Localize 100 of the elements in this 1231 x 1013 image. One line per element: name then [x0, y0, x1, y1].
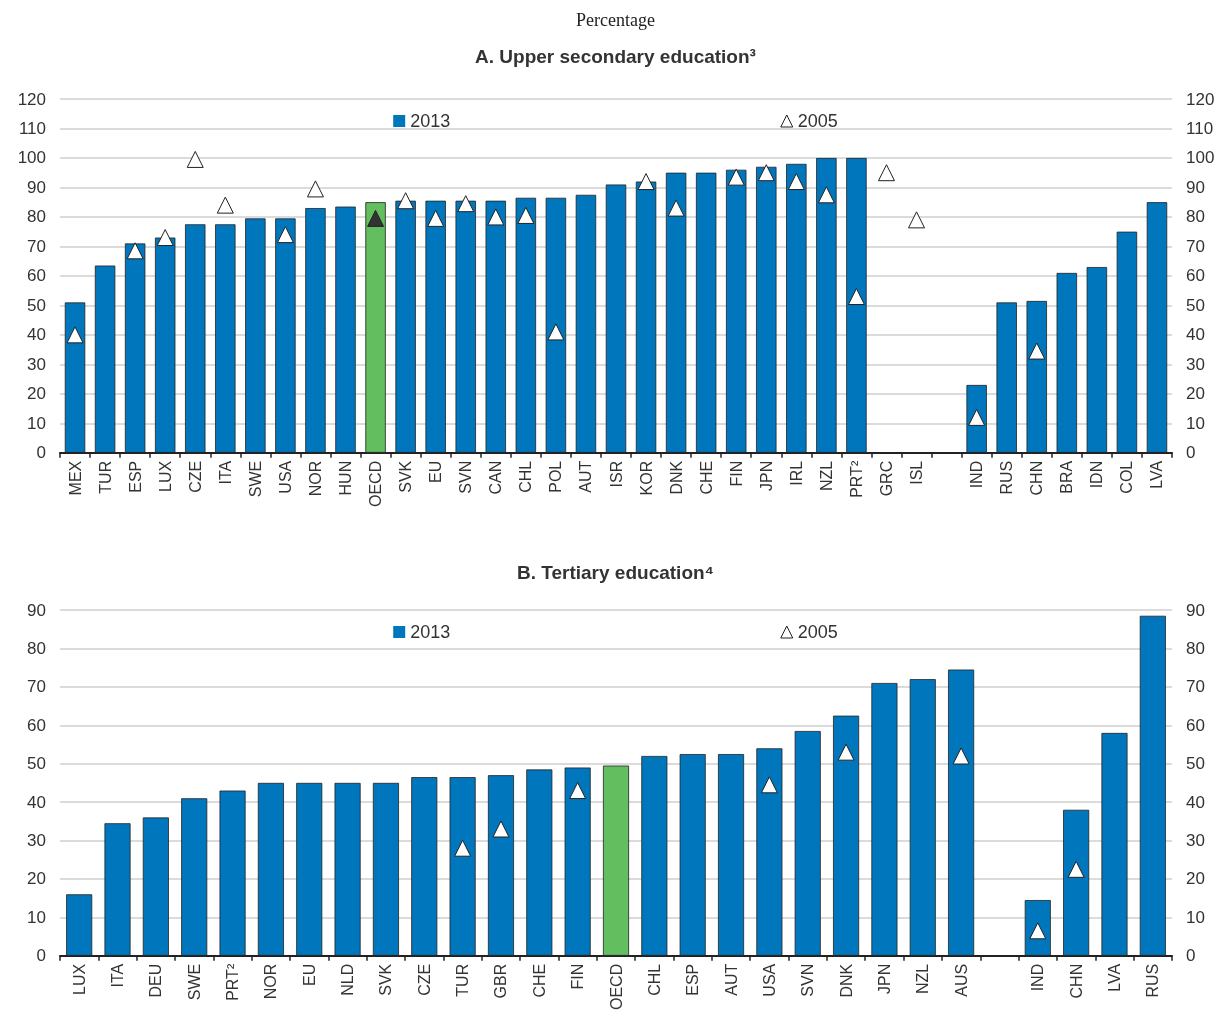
x-tick-label: CHN: [1028, 460, 1046, 496]
point: [492, 820, 510, 838]
x-tick-label: USA: [760, 963, 778, 997]
y-tick-label: 30: [27, 354, 46, 374]
x-tick-label: GBR: [492, 963, 510, 999]
point: [397, 192, 415, 210]
y2-tick-label: 30: [1186, 831, 1205, 851]
y-tick-label: 40: [27, 792, 46, 812]
y-tick-label: 30: [27, 831, 46, 851]
y2-tick-label: 40: [1186, 325, 1205, 345]
x-tick-label: LUX: [156, 460, 174, 492]
y2-tick-label: 10: [1186, 907, 1205, 927]
point: [427, 209, 445, 227]
x-tick-label: RUS: [1144, 963, 1162, 998]
x-tick-label: CHE: [530, 963, 548, 998]
point: [367, 209, 385, 227]
y-tick-label: 80: [27, 638, 46, 658]
x-tick-label: ESP: [126, 460, 144, 493]
legend-label: 2013: [410, 622, 451, 642]
x-tick-label: NZL: [914, 963, 932, 995]
y2-tick-label: 80: [1186, 638, 1205, 658]
x-tick-label: FIN: [727, 460, 745, 487]
y2-tick-label: 60: [1186, 715, 1205, 735]
y2-tick-label: 90: [1186, 177, 1205, 197]
y-tick-label: 50: [27, 754, 46, 774]
x-tick-label: CZE: [415, 963, 433, 996]
y2-tick-label: 60: [1186, 266, 1205, 286]
x-tick-label: RUS: [998, 460, 1016, 495]
x-tick-label: CHL: [517, 460, 535, 493]
y-tick-label: 10: [27, 907, 46, 927]
y2-tick-label: 0: [1186, 946, 1196, 966]
point: [66, 326, 84, 344]
legend-label: 2005: [797, 622, 838, 642]
x-tick-label: CHL: [645, 963, 663, 996]
x-tick-label: SVN: [799, 963, 817, 997]
x-tick-label: LVA: [1148, 460, 1166, 489]
y-tick-label: 50: [27, 295, 46, 315]
y2-tick-label: 50: [1186, 295, 1205, 315]
y-tick-label: 80: [27, 207, 46, 227]
point: [837, 743, 855, 761]
x-tick-label: EU: [427, 460, 445, 484]
y-tick-label: 60: [27, 266, 46, 286]
x-tick-label: IND: [968, 460, 986, 489]
point: [817, 186, 835, 204]
point: [952, 747, 970, 765]
x-tick-label: POL: [547, 460, 565, 493]
y2-tick-label: 20: [1186, 384, 1205, 404]
x-tick-label: ITA: [109, 963, 127, 988]
x-tick-label: SVK: [397, 460, 415, 493]
y-tick-label: 10: [27, 413, 46, 433]
y2-tick-label: 100: [1186, 148, 1215, 168]
point: [787, 173, 805, 191]
y-tick-label: 70: [27, 236, 46, 256]
y2-tick-label: 120: [1186, 89, 1215, 109]
point: [276, 226, 294, 244]
y2-tick-label: 10: [1186, 413, 1205, 433]
y-tick-label: 100: [17, 148, 46, 168]
point: [454, 839, 472, 857]
x-tick-label: JPN: [757, 460, 775, 492]
x-tick-label: PRT²: [224, 963, 242, 1001]
x-tick-label: NOR: [306, 460, 324, 497]
point: [667, 199, 685, 217]
x-tick-label: ISR: [607, 460, 625, 488]
chart-title: B. Tertiary education⁴: [517, 562, 714, 583]
x-tick-label: FIN: [569, 963, 587, 990]
x-tick-label: IRL: [787, 460, 805, 486]
point: [727, 168, 745, 186]
x-tick-label: BRA: [1058, 460, 1076, 494]
point: [757, 164, 775, 182]
y-tick-label: 120: [17, 89, 46, 109]
x-tick-label: USA: [276, 460, 294, 494]
y-tick-label: 110: [18, 118, 46, 138]
point: [156, 229, 174, 247]
x-tick-label: OECD: [607, 963, 625, 1011]
x-tick-label: AUS: [952, 963, 970, 997]
x-tick-label: AUT: [577, 460, 595, 493]
x-tick-label: DNK: [837, 963, 855, 998]
point: [1067, 860, 1085, 878]
x-tick-label: ISL: [908, 460, 926, 485]
point: [126, 242, 144, 260]
x-tick-label: CZE: [186, 460, 204, 493]
x-tick-label: CAN: [487, 460, 505, 495]
y2-tick-label: 50: [1186, 754, 1205, 774]
y2-tick-label: 110: [1186, 118, 1214, 138]
x-tick-label: SWE: [185, 963, 203, 1001]
x-tick-label: DNK: [667, 460, 685, 495]
x-tick-label: MEX: [66, 460, 84, 496]
x-tick-label: CHN: [1067, 963, 1085, 999]
x-tick-label: IND: [1029, 963, 1047, 992]
x-tick-label: IDN: [1088, 460, 1106, 489]
x-tick-label: KOR: [637, 460, 655, 496]
y-tick-label: 20: [27, 869, 46, 889]
x-tick-label: ESP: [684, 963, 702, 996]
chart-title: A. Upper secondary education³: [475, 46, 756, 67]
y-tick-label: 90: [27, 600, 46, 620]
x-tick-label: GRC: [877, 460, 895, 497]
y2-tick-label: 70: [1186, 677, 1205, 697]
x-tick-label: AUT: [722, 963, 740, 996]
chart-subtitle: Percentage: [576, 10, 655, 30]
x-tick-label: COL: [1118, 460, 1136, 494]
